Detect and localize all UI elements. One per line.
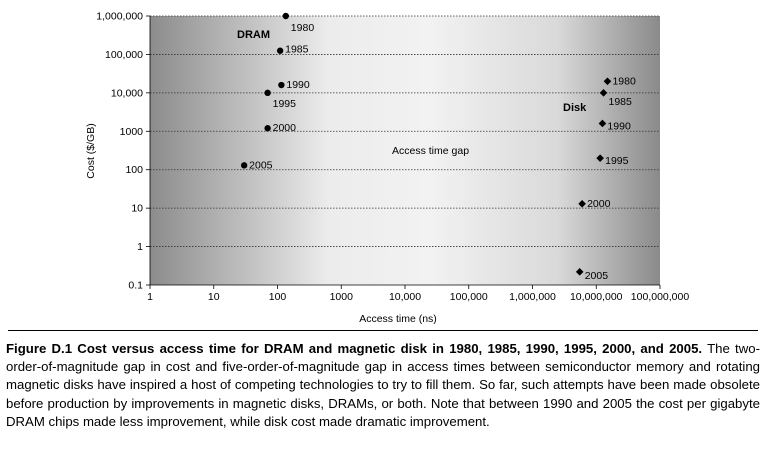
x-tick-label: 100,000: [450, 291, 488, 303]
caption-divider: [8, 330, 758, 331]
axes: 0.1 1 10 100 1000 10,000 100,000 1,000,000 1 10 10…: [96, 11, 689, 304]
disk-point: [575, 268, 584, 276]
disk-point-label: 1980: [612, 75, 636, 87]
dram-point-label: 1985: [285, 44, 309, 56]
y-tick-label: 1000: [120, 126, 144, 138]
y-tick-label: 10: [131, 203, 143, 215]
x-tick-label: 10,000: [389, 291, 421, 303]
x-tick-label: 10,000,000: [570, 291, 623, 303]
y-tick-label: 1: [137, 241, 143, 253]
dram-point: [264, 89, 271, 97]
dram-point: [282, 12, 290, 20]
dram-point: [276, 47, 284, 54]
y-tick-label: 100,000: [105, 49, 143, 61]
disk-point: [596, 154, 604, 162]
x-axis-label: Access time (ns): [359, 313, 437, 325]
y-tick-label: 1,000,000: [96, 11, 143, 23]
disk-annotation: Disk: [563, 102, 587, 114]
disk-point-label: 1990: [607, 120, 631, 132]
cost-vs-access-time-chart: 0.1 1 10 100 1000 10,000 100,000 1,000,000 1 10 10…: [85, 11, 689, 326]
figure-caption: Figure D.1 Cost versus access time for D…: [6, 340, 760, 431]
dram-point-label: 2000: [273, 122, 297, 134]
x-tick-label: 1000: [330, 291, 354, 303]
x-tick-label: 1: [147, 291, 153, 303]
gridlines: [150, 15, 660, 247]
data-marks: 1980 1985 1990 1995 2000 2005 1980 1985 1990 1995…: [240, 12, 636, 282]
dram-point-label: 1980: [291, 22, 315, 34]
dram-point: [264, 125, 271, 132]
disk-point: [599, 89, 608, 97]
disk-point-label: 2005: [585, 270, 609, 282]
dram-point-label: 1995: [273, 98, 297, 110]
disk-point: [603, 77, 612, 86]
y-tick-label: 100: [125, 164, 143, 176]
caption-body: The two-order-of-magnitude gap in cost a…: [6, 341, 760, 429]
disk-point-label: 2000: [587, 198, 611, 210]
dram-point-label: 1990: [286, 79, 310, 91]
dram-annotation: DRAM: [237, 29, 270, 41]
x-tick-label: 100: [269, 291, 287, 303]
disk-point: [578, 199, 586, 208]
x-tick-label: 1,000,000: [509, 291, 556, 303]
caption-lead: Figure D.1 Cost versus access time for D…: [6, 341, 703, 356]
y-axis-label: Cost ($/GB): [85, 123, 97, 178]
disk-point-label: 1995: [605, 155, 629, 167]
dram-point-label: 2005: [249, 159, 273, 171]
plot-area: [150, 16, 660, 285]
y-tick-label: 0.1: [128, 280, 143, 292]
disk-point: [598, 119, 607, 128]
x-tick-label: 100,000,000: [631, 291, 690, 303]
dram-point: [278, 81, 285, 89]
dram-point: [240, 162, 248, 169]
x-tick-label: 10: [208, 291, 220, 303]
disk-point-label: 1985: [609, 96, 633, 108]
gap-annotation: Access time gap: [392, 145, 469, 157]
y-tick-label: 10,000: [111, 87, 143, 99]
